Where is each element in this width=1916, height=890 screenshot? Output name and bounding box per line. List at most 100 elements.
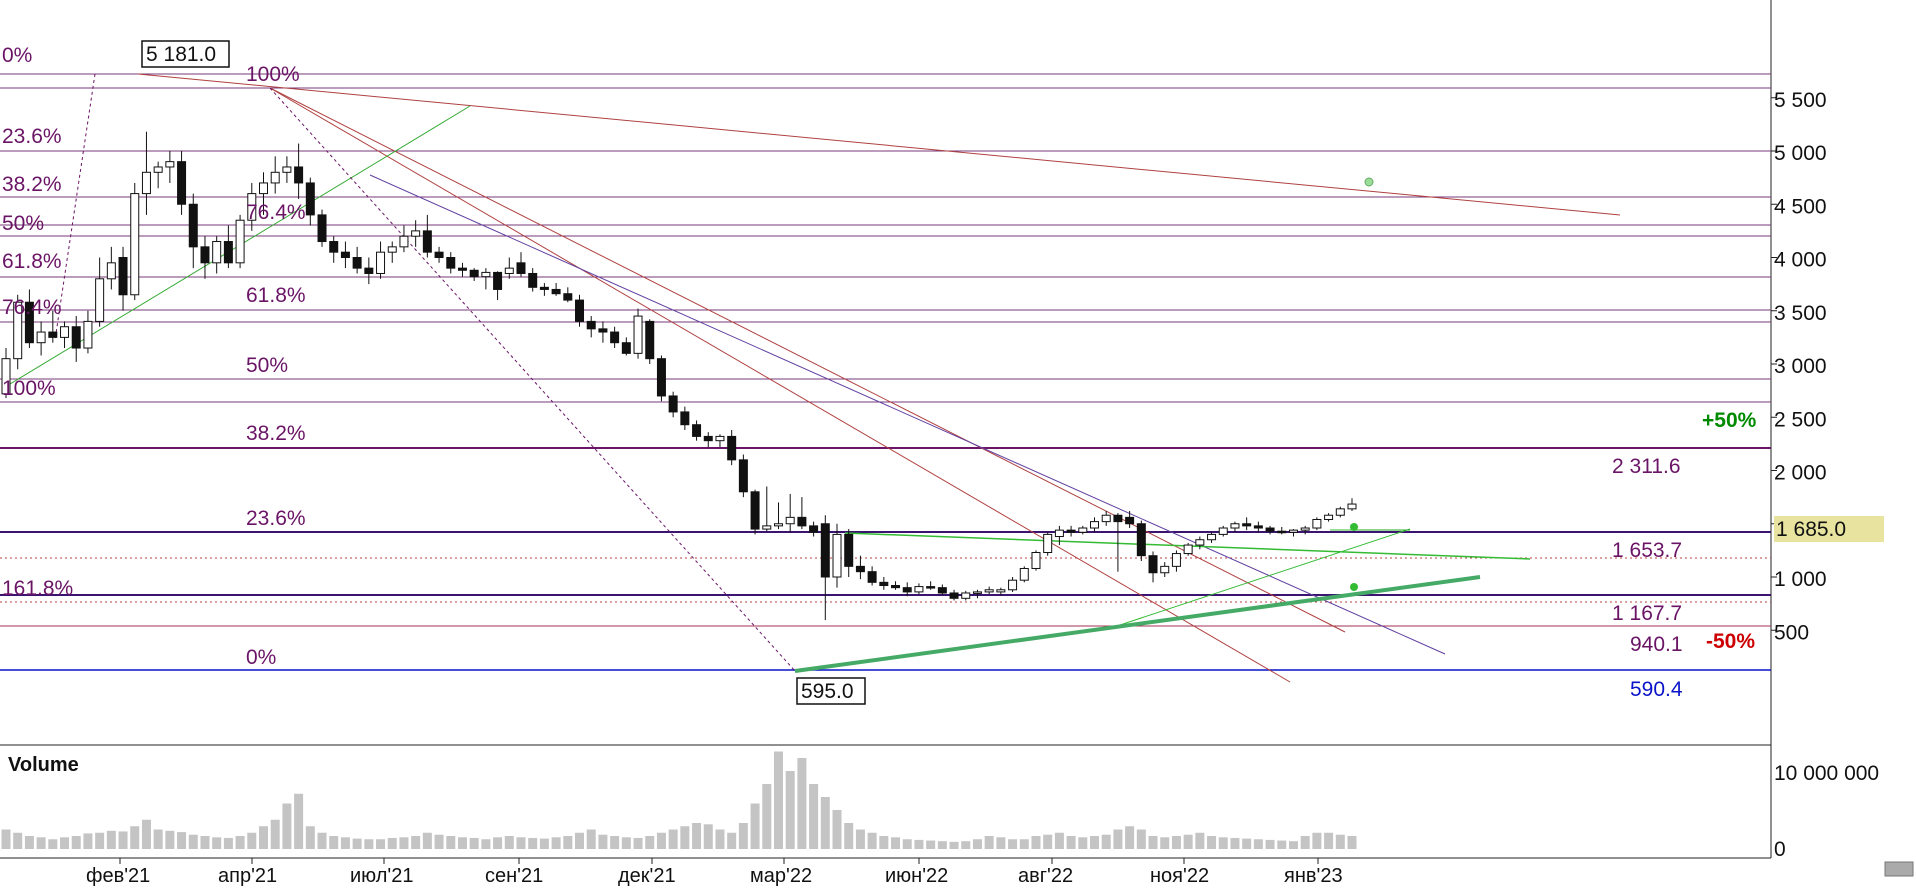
volume-bar: [1335, 834, 1345, 849]
candle: [106, 246, 116, 290]
volume-bar: [727, 832, 737, 849]
volume-bar: [680, 826, 690, 849]
level-label-1653: 1 653.7: [1612, 539, 1682, 562]
candle: [575, 294, 585, 327]
level-label-940: 940.1: [1630, 633, 1683, 656]
candle: [703, 432, 713, 448]
volume-bar: [621, 837, 631, 849]
candle: [516, 252, 526, 277]
time-tick-label: сен'21: [485, 865, 543, 887]
volume-bar: [60, 837, 70, 849]
volume-bar: [575, 832, 585, 849]
volume-bar: [106, 830, 116, 849]
candles-group: [1, 131, 1357, 621]
volume-bar: [750, 803, 760, 849]
volume-bar: [71, 836, 81, 849]
fib-right-label: 23.6%: [246, 507, 306, 530]
volume-bar: [1160, 837, 1170, 849]
volume-bar: [855, 829, 865, 849]
volume-bar: [926, 840, 936, 849]
candle: [914, 583, 924, 595]
candle: [177, 151, 187, 215]
volume-bar: [715, 829, 725, 849]
candle: [200, 236, 210, 279]
volume-bar: [1300, 836, 1310, 849]
volume-bar: [165, 830, 175, 849]
candle: [832, 523, 842, 588]
candle: [949, 589, 959, 601]
candle: [1207, 532, 1217, 543]
time-tick-label: мар'22: [750, 865, 812, 887]
candle: [212, 236, 222, 274]
volume-bar: [703, 824, 713, 849]
volume-bar: [270, 819, 280, 849]
volume-bar: [820, 797, 830, 849]
candle: [376, 241, 386, 279]
volume-bar: [1, 829, 11, 849]
price-tick-label: 2 000: [1774, 462, 1827, 485]
volume-bar: [481, 839, 491, 849]
candle: [1066, 525, 1076, 537]
volume-bar: [493, 837, 503, 849]
candle: [1136, 520, 1146, 562]
volume-bar: [411, 836, 421, 849]
candle: [738, 454, 748, 498]
volume-bar: [340, 837, 350, 849]
candle: [60, 321, 70, 349]
candle: [867, 566, 877, 586]
volume-bar: [1125, 826, 1135, 849]
candle: [13, 294, 23, 370]
candle: [469, 268, 479, 281]
volume-bar: [1324, 832, 1334, 849]
candle: [141, 131, 151, 215]
candle: [270, 156, 280, 194]
candle: [926, 581, 936, 590]
volume-bar: [516, 837, 526, 849]
volume-bar: [130, 826, 140, 849]
candle: [1090, 517, 1100, 533]
candle: [317, 209, 327, 247]
volume-bar: [457, 837, 467, 849]
fib-right-label: 0%: [246, 646, 276, 669]
candle: [83, 310, 93, 354]
candle: [130, 182, 140, 301]
candle: [71, 316, 81, 362]
volume-bar: [1101, 834, 1111, 849]
candle: [539, 283, 549, 296]
current-price-label: 1 685.0: [1776, 518, 1846, 541]
scroll-handle[interactable]: [1884, 861, 1914, 877]
volume-bar: [504, 836, 514, 849]
candle: [879, 577, 889, 590]
candle: [1242, 517, 1252, 531]
fib-right-label: 50%: [246, 354, 288, 377]
volume-bar: [387, 837, 397, 849]
candle: [996, 587, 1006, 596]
candle: [247, 182, 257, 231]
candle: [1312, 517, 1322, 531]
fib-left-label: 0%: [2, 44, 32, 67]
fib-right-label: 100%: [246, 63, 300, 86]
chart-frame: [0, 0, 1772, 859]
volume-bar: [1078, 837, 1088, 849]
price-tick-label: 500: [1774, 621, 1809, 644]
volume-bar: [329, 836, 339, 849]
fib-right-label: 61.8%: [246, 284, 306, 307]
volume-bar: [376, 839, 386, 849]
candle: [235, 214, 245, 269]
time-tick-label: ноя'22: [1150, 865, 1209, 887]
volume-bar: [867, 832, 877, 849]
candle: [118, 246, 128, 311]
candle: [282, 156, 292, 183]
volume-bar: [1265, 839, 1275, 849]
volume-bar: [1171, 836, 1181, 849]
candle: [493, 271, 503, 301]
candle: [563, 287, 573, 303]
level-label-590: 590.4: [1630, 678, 1683, 701]
time-tick-label: фев'21: [86, 865, 150, 887]
candle: [680, 406, 690, 431]
volume-bar: [610, 836, 620, 849]
candle: [715, 434, 725, 448]
candle: [528, 268, 538, 292]
volume-bar: [984, 836, 994, 849]
plus50-label: +50%: [1702, 409, 1757, 432]
